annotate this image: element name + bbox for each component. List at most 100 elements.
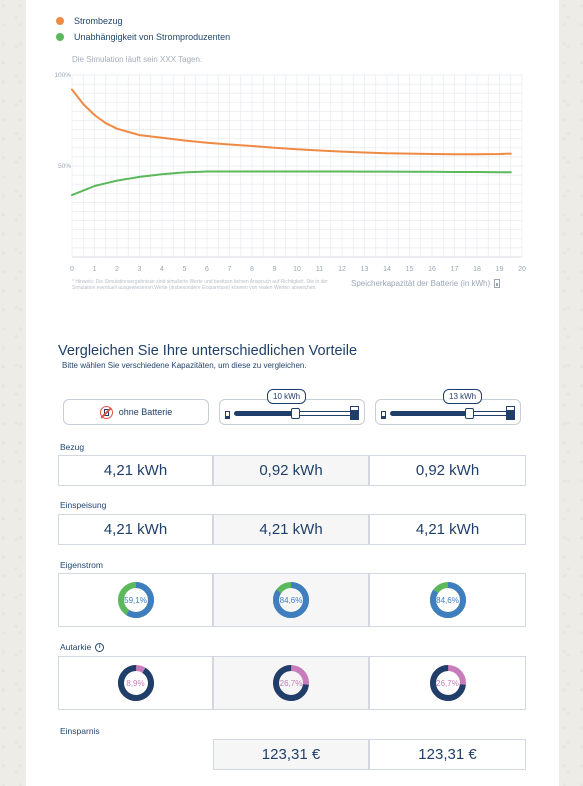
x-tick-label: 8 — [250, 266, 254, 273]
x-tick-label: 9 — [273, 266, 277, 273]
x-tick-label: 16 — [428, 266, 436, 273]
einsparnis-value-3: 123,31 € — [369, 739, 526, 770]
slider-fill — [391, 412, 469, 415]
legend-dot-orange — [56, 17, 64, 25]
x-tick-label: 0 — [70, 266, 74, 273]
row-label-bezug: Bezug — [60, 442, 84, 452]
donut-value-arc — [273, 582, 309, 618]
x-tick-label: 6 — [205, 266, 209, 273]
donut-value-arc — [117, 582, 154, 618]
eigenstrom-donut: 84,6% — [428, 580, 468, 620]
autarkie-cell-1: 8,9% — [58, 656, 213, 710]
row-label-eigenstrom: Eigenstrom — [60, 560, 103, 570]
x-tick-label: 19 — [496, 266, 504, 273]
legend-item-unabhaengigkeit: Unabhängigkeit von Stromproduzenten — [56, 32, 230, 42]
einspeisung-value-1: 4,21 kWh — [58, 514, 213, 545]
eigenstrom-cell-1: 59,1% — [58, 573, 213, 627]
x-tick-label: 11 — [316, 266, 323, 273]
slider-track[interactable] — [234, 408, 356, 419]
capacity-badge: 13 kWh — [443, 389, 483, 404]
x-axis-title: Speicherkapazität der Batterie (in kWh) — [351, 279, 501, 288]
autarkie-donut: 26,7% — [271, 663, 311, 703]
einspeisung-value-2: 4,21 kWh — [213, 514, 369, 545]
no-battery-icon — [99, 405, 113, 419]
slider-fill — [235, 412, 295, 415]
no-battery-button[interactable]: ohne Batterie — [63, 399, 209, 425]
donut-ring — [273, 665, 309, 701]
chart-disclaimer: * Hinweis: Die Simulationsergebnisse sin… — [72, 279, 328, 291]
series-line-strombezug — [71, 88, 512, 156]
eigenstrom-cell-3: 84,6% — [369, 573, 526, 627]
donut-ring — [429, 665, 466, 701]
donut-ring — [273, 582, 309, 618]
donut-value-arc — [429, 665, 466, 701]
slider-knob[interactable] — [465, 408, 474, 419]
legend-item-strombezug: Strombezug — [56, 16, 123, 26]
legend-label: Strombezug — [74, 16, 123, 26]
y-tick-label: 100% — [54, 72, 71, 79]
x-tick-label: 5 — [183, 266, 187, 273]
donut-value-arc — [429, 582, 466, 618]
donut-percent-label: 26,7% — [279, 678, 303, 688]
battery-icon — [494, 279, 501, 288]
x-tick-label: 12 — [338, 266, 346, 273]
section-subtitle: Bitte wählen Sie verschiedene Kapazitäte… — [62, 361, 307, 370]
capacity-slider-2[interactable]: 13 kWh — [375, 389, 521, 425]
donut-percent-label: 26,7% — [436, 678, 459, 688]
x-tick-label: 2 — [115, 266, 119, 273]
autarkie-donut: 26,7% — [428, 663, 468, 703]
x-tick-label: 15 — [406, 266, 414, 273]
legend-dot-green — [56, 33, 64, 41]
x-tick-label: 10 — [293, 266, 301, 273]
einsparnis-value-2: 123,31 € — [213, 739, 369, 770]
row-label-text: Einspeisung — [60, 500, 107, 510]
battery-full-icon — [506, 406, 515, 420]
series-line-unabhaengigkeit — [71, 170, 512, 197]
x-tick-label: 7 — [228, 266, 232, 273]
donut-percent-label: 8,9% — [126, 678, 145, 688]
row-label-text: Eigenstrom — [60, 560, 103, 570]
row-label-einspeisung: Einspeisung — [60, 500, 106, 510]
donut-value-arc — [117, 665, 154, 701]
capacity-badge: 10 kWh — [267, 389, 307, 404]
einspeisung-value-3: 4,21 kWh — [369, 514, 526, 545]
x-axis-title-text: Speicherkapazität der Batterie (in kWh) — [351, 279, 491, 288]
donut-ring — [429, 582, 466, 618]
bezug-value-3: 0,92 kWh — [369, 455, 526, 486]
eigenstrom-donut: 59,1% — [116, 580, 156, 620]
x-tick-label: 3 — [138, 266, 142, 273]
autarkie-cell-2: 26,7% — [213, 656, 369, 710]
slider-knob[interactable] — [291, 408, 300, 419]
no-battery-label: ohne Batterie — [118, 407, 173, 417]
slider-track[interactable] — [390, 408, 512, 419]
capacity-slider-1[interactable]: 10 kWh — [219, 389, 365, 425]
x-tick-label: 14 — [383, 266, 391, 273]
bezug-value-2: 0,92 kWh — [213, 455, 369, 486]
bezug-value-1: 4,21 kWh — [58, 455, 213, 486]
battery-small-icon — [225, 411, 230, 419]
row-label-autarkie: Autarkie i — [60, 642, 105, 652]
donut-ring — [117, 582, 154, 618]
autarkie-donut: 8,9% — [116, 663, 156, 703]
row-label-text: Einsparnis — [60, 726, 100, 736]
legend-label: Unabhängigkeit von Stromproduzenten — [74, 32, 231, 42]
eigenstrom-donut: 84,6% — [271, 580, 311, 620]
section-title: Vergleichen Sie Ihre unterschiedlichen V… — [58, 343, 358, 359]
row-label-text: Bezug — [60, 442, 85, 452]
battery-full-icon — [350, 406, 359, 420]
battery-small-icon — [381, 411, 386, 419]
x-tick-label: 17 — [451, 266, 459, 273]
info-icon[interactable]: i — [95, 642, 105, 652]
x-tick-label: 20 — [518, 266, 526, 273]
row-label-text: Autarkie — [60, 642, 92, 652]
x-tick-label: 1 — [93, 266, 97, 273]
donut-value-arc — [273, 665, 309, 701]
x-tick-label: 18 — [473, 266, 481, 273]
x-tick-label: 4 — [160, 266, 164, 273]
donut-ring — [117, 665, 154, 701]
x-tick-label: 13 — [361, 266, 369, 273]
donut-percent-label: 84,6% — [436, 595, 459, 605]
simulation-note: Die Simulation läuft sein XXX Tagen. — [72, 55, 203, 64]
eigenstrom-cell-2: 84,6% — [213, 573, 369, 627]
